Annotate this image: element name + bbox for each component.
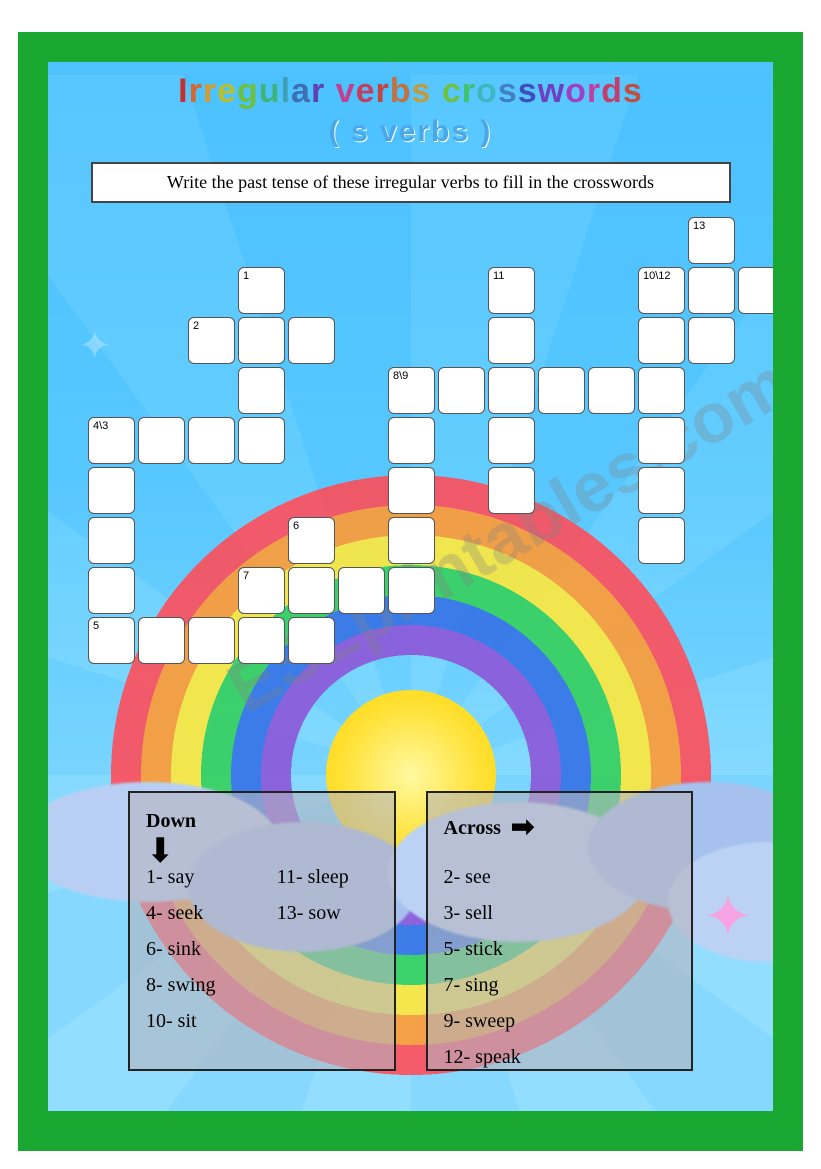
down-clues-box: Down ⬇ 1- say4- seek6- sink8- swing10- s… <box>128 791 396 1071</box>
across-label: Across <box>444 810 501 846</box>
crossword-cell[interactable] <box>288 567 335 614</box>
crossword-cell[interactable] <box>88 567 135 614</box>
crossword-cell[interactable] <box>488 417 535 464</box>
crossword-cell[interactable] <box>688 317 735 364</box>
green-frame: ✦ ✦ Irregular verbs crosswords ( s verbs… <box>18 32 803 1151</box>
crossword-cell[interactable] <box>388 417 435 464</box>
crossword-cell[interactable] <box>288 617 335 664</box>
crossword-cell[interactable] <box>238 417 285 464</box>
clue-item: 4- seek <box>146 895 247 931</box>
crossword-cell[interactable] <box>638 467 685 514</box>
sky-background: ✦ ✦ Irregular verbs crosswords ( s verbs… <box>48 62 773 1111</box>
crossword-cell[interactable]: 10\12 <box>638 267 685 314</box>
crossword-cell[interactable] <box>238 317 285 364</box>
crossword-cell[interactable] <box>388 467 435 514</box>
crossword-cell[interactable] <box>388 567 435 614</box>
clue-item: 9- sweep <box>444 1003 676 1039</box>
clue-item: 7- sing <box>444 967 676 1003</box>
crossword-cell[interactable] <box>188 417 235 464</box>
crossword-cell[interactable] <box>488 317 535 364</box>
clue-item: 10- sit <box>146 1003 247 1039</box>
crossword-cell[interactable] <box>88 467 135 514</box>
cell-number: 6 <box>293 520 299 532</box>
crossword-cell[interactable] <box>438 367 485 414</box>
cell-number: 7 <box>243 570 249 582</box>
crossword-cell[interactable] <box>188 617 235 664</box>
crossword-cell[interactable] <box>688 267 735 314</box>
cell-number: 11 <box>493 270 504 282</box>
crossword-cell[interactable] <box>738 267 773 314</box>
crossword-cell[interactable] <box>388 517 435 564</box>
crossword-cell[interactable] <box>638 317 685 364</box>
crossword-cell[interactable] <box>638 367 685 414</box>
clue-item: 3- sell <box>444 895 676 931</box>
crossword-cell[interactable] <box>638 417 685 464</box>
clue-item: 5- stick <box>444 931 676 967</box>
clue-item: 13- sow <box>277 895 378 931</box>
crossword-cell[interactable]: 6 <box>288 517 335 564</box>
crossword-cell[interactable] <box>138 617 185 664</box>
crossword-cell[interactable] <box>588 367 635 414</box>
clue-item: 8- swing <box>146 967 247 1003</box>
instruction-box: Write the past tense of these irregular … <box>91 162 731 203</box>
crossword-cell[interactable]: 1 <box>238 267 285 314</box>
clue-item: 11- sleep <box>277 859 378 895</box>
crossword-cell[interactable] <box>238 617 285 664</box>
subtitle: ( s verbs ) <box>48 115 773 149</box>
clue-item: 1- say <box>146 859 247 895</box>
crossword-cell[interactable]: 13 <box>688 217 735 264</box>
cell-number: 5 <box>93 620 99 632</box>
crossword-cell[interactable]: 5 <box>88 617 135 664</box>
clues-section: Down ⬇ 1- say4- seek6- sink8- swing10- s… <box>128 791 693 1071</box>
crossword-cell[interactable]: 8\9 <box>388 367 435 414</box>
cell-number: 4\3 <box>93 420 108 432</box>
cell-number: 8\9 <box>393 370 408 382</box>
clue-item: 6- sink <box>146 931 247 967</box>
crossword-cell[interactable] <box>338 567 385 614</box>
crossword-cell[interactable]: 7 <box>238 567 285 614</box>
crossword-grid: 1311110\1228\94\3675 <box>88 217 773 664</box>
crossword-cell[interactable] <box>638 517 685 564</box>
crossword-cell[interactable] <box>538 367 585 414</box>
sparkle-icon: ✦ <box>703 882 753 952</box>
page: ✦ ✦ Irregular verbs crosswords ( s verbs… <box>0 0 821 1169</box>
crossword-cell[interactable] <box>138 417 185 464</box>
arrow-right-icon: ➡ <box>511 803 534 853</box>
crossword-cell[interactable] <box>488 467 535 514</box>
cell-number: 10\12 <box>643 270 671 282</box>
crossword-cell[interactable]: 2 <box>188 317 235 364</box>
clue-item: 12- speak <box>444 1039 676 1075</box>
crossword-cell[interactable] <box>488 367 535 414</box>
cell-number: 2 <box>193 320 199 332</box>
title-block: Irregular verbs crosswords ( s verbs ) <box>48 72 773 149</box>
crossword-cell[interactable] <box>288 317 335 364</box>
crossword-cell[interactable] <box>238 367 285 414</box>
main-title: Irregular verbs crosswords <box>48 72 773 111</box>
across-clues-box: Across ➡ 2- see3- sell5- stick7- sing9- … <box>426 791 694 1071</box>
cell-number: 13 <box>693 220 705 232</box>
crossword-cell[interactable]: 4\3 <box>88 417 135 464</box>
crossword-cell[interactable] <box>88 517 135 564</box>
cell-number: 1 <box>243 270 249 282</box>
crossword-cell[interactable]: 11 <box>488 267 535 314</box>
clue-item: 2- see <box>444 859 676 895</box>
